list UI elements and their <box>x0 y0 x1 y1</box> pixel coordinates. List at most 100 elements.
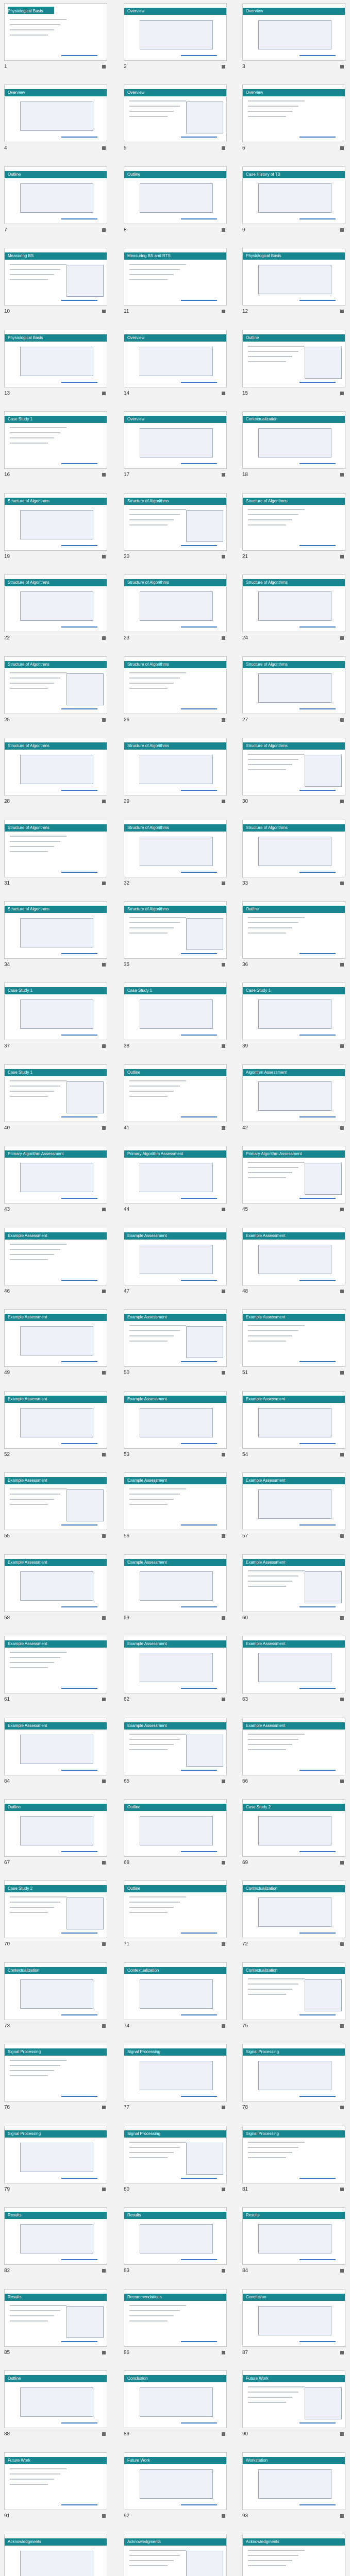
slide-thumbnail[interactable]: Results <box>4 2207 107 2265</box>
slide-thumbnail[interactable]: Structure of Algorithms <box>4 819 107 877</box>
slide-thumbnail[interactable]: Physiological Basis <box>4 3 107 61</box>
slide-thumbnail[interactable]: Workstation <box>242 2452 345 2510</box>
slide-thumbnail[interactable]: Outline <box>124 166 227 224</box>
slide-thumbnail[interactable]: Primary Algorithm Assessment <box>124 1146 227 1204</box>
slide-title: Primary Algorithm Assessment <box>127 1151 184 1157</box>
slide-thumbnail[interactable]: Structure of Algorithms <box>4 656 107 714</box>
slide-thumbnail[interactable]: Results <box>4 2289 107 2347</box>
title-bar <box>124 2048 226 2056</box>
slide-thumbnail[interactable]: Case History of TB <box>242 166 345 224</box>
slide-thumbnail[interactable]: Overview <box>242 84 345 143</box>
slide-thumbnail[interactable]: Example Assessment <box>242 1227 345 1285</box>
slide-thumbnail[interactable]: Overview <box>124 411 227 469</box>
slide-thumbnail[interactable]: Example Assessment <box>242 1472 345 1531</box>
slide-thumbnail[interactable]: Case Study 2 <box>4 1880 107 1939</box>
slide-thumbnail[interactable]: Overview <box>242 3 345 61</box>
slide-thumbnail[interactable]: Contextualization <box>242 411 345 469</box>
slide-thumbnail[interactable]: Signal Processing <box>124 2044 227 2102</box>
slide-thumbnail[interactable]: Example Assessment <box>124 1227 227 1285</box>
slide-thumbnail[interactable]: Contextualization <box>242 1880 345 1939</box>
slide-thumbnail[interactable]: Case Study 1 <box>4 1064 107 1122</box>
slide-thumbnail[interactable]: Physiological Basis <box>242 248 345 306</box>
slide-thumbnail[interactable]: Conclusion <box>124 2370 227 2429</box>
slide-thumbnail[interactable]: Results <box>124 2207 227 2265</box>
slide-thumbnail[interactable]: Outline <box>124 1799 227 1857</box>
slide-thumbnail[interactable]: Outline <box>242 329 345 387</box>
slide-thumbnail[interactable]: Signal Processing <box>4 2125 107 2183</box>
slide-thumbnail[interactable]: Example Assessment <box>124 1717 227 1775</box>
slide-thumbnail[interactable]: Example Assessment <box>4 1717 107 1775</box>
slide-thumbnail[interactable]: Structure of Algorithms <box>242 574 345 633</box>
slide-thumbnail[interactable]: Overview <box>124 84 227 143</box>
slide-thumbnail[interactable]: Primary Algorithm Assessment <box>4 1146 107 1204</box>
slide-thumbnail[interactable]: Case Study 1 <box>4 411 107 469</box>
slide-thumbnail[interactable]: Signal Processing <box>124 2125 227 2183</box>
slide-thumbnail[interactable]: Contextualization <box>242 1962 345 2020</box>
slide-thumbnail[interactable]: Signal Processing <box>242 2125 345 2183</box>
slide-thumbnail[interactable]: Algorithm Assessment <box>242 1064 345 1122</box>
slide-thumbnail[interactable]: Case Study 1 <box>242 982 345 1041</box>
slide-thumbnail[interactable]: Acknowledgments <box>4 2534 107 2576</box>
slide-thumbnail[interactable]: Outline <box>242 901 345 959</box>
slide-thumbnail[interactable]: Signal Processing <box>242 2044 345 2102</box>
slide-thumbnail[interactable]: Example Assessment <box>242 1391 345 1449</box>
slide-thumbnail[interactable]: Overview <box>124 3 227 61</box>
slide-thumbnail[interactable]: Outline <box>4 2370 107 2429</box>
slide-thumbnail[interactable]: Physiological Basis <box>4 329 107 387</box>
slide-thumbnail[interactable]: Case Study 1 <box>4 982 107 1041</box>
slide-thumbnail[interactable]: Example Assessment <box>4 1391 107 1449</box>
slide-thumbnail[interactable]: Example Assessment <box>4 1227 107 1285</box>
slide-thumbnail[interactable]: Primary Algorithm Assessment <box>242 1146 345 1204</box>
slide-thumbnail[interactable]: Acknowledgments <box>124 2534 227 2576</box>
slide-thumbnail[interactable]: Example Assessment <box>242 1636 345 1694</box>
slide-thumbnail[interactable]: Case Study 2 <box>242 1799 345 1857</box>
slide-thumbnail[interactable]: Structure of Algorithms <box>4 901 107 959</box>
slide-thumbnail[interactable]: Example Assessment <box>124 1554 227 1612</box>
slide-thumbnail[interactable]: Structure of Algorithms <box>124 901 227 959</box>
slide-number: 69 <box>242 1860 248 1866</box>
slide-thumbnail[interactable]: Contextualization <box>124 1962 227 2020</box>
slide-thumbnail[interactable]: Example Assessment <box>124 1391 227 1449</box>
slide-thumbnail[interactable]: Future Work <box>4 2452 107 2510</box>
slide-thumbnail[interactable]: Measuring BS and RTS <box>124 248 227 306</box>
slide-thumbnail[interactable]: Outline <box>124 1064 227 1122</box>
slide-thumbnail[interactable]: Future Work <box>242 2370 345 2429</box>
slide-thumbnail[interactable]: Contextualization <box>4 1962 107 2020</box>
slide-thumbnail[interactable]: Example Assessment <box>4 1472 107 1531</box>
slide-thumbnail[interactable]: Outline <box>4 1799 107 1857</box>
slide-thumbnail[interactable]: Structure of Algorithms <box>242 493 345 551</box>
slide-thumbnail[interactable]: Overview <box>124 329 227 387</box>
slide-thumbnail[interactable]: Structure of Algorithms <box>4 574 107 633</box>
slide-thumbnail[interactable]: Example Assessment <box>4 1636 107 1694</box>
slide-thumbnail[interactable]: Structure of Algorithms <box>124 574 227 633</box>
slide-thumbnail[interactable]: Measuring BS <box>4 248 107 306</box>
slide-thumbnail[interactable]: Case Study 1 <box>124 982 227 1041</box>
slide-thumbnail[interactable]: Structure of Algorithms <box>4 493 107 551</box>
slide-thumbnail[interactable]: Structure of Algorithms <box>124 738 227 796</box>
slide-thumbnail[interactable]: Structure of Algorithms <box>4 738 107 796</box>
slide-thumbnail[interactable]: Example Assessment <box>242 1717 345 1775</box>
slide-thumbnail[interactable]: Signal Processing <box>4 2044 107 2102</box>
slide-thumbnail[interactable]: Overview <box>4 84 107 143</box>
slide-thumbnail[interactable]: Example Assessment <box>124 1472 227 1531</box>
slide-thumbnail[interactable]: Structure of Algorithms <box>124 656 227 714</box>
slide-thumbnail[interactable]: Example Assessment <box>4 1554 107 1612</box>
slide-number: 89 <box>124 2431 130 2437</box>
slide-thumbnail[interactable]: Structure of Algorithms <box>124 819 227 877</box>
slide-thumbnail[interactable]: Results <box>242 2207 345 2265</box>
slide-thumbnail[interactable]: Conclusion <box>242 2289 345 2347</box>
slide-thumbnail[interactable]: Recommendations <box>124 2289 227 2347</box>
slide-thumbnail[interactable]: Outline <box>124 1880 227 1939</box>
slide-thumbnail[interactable]: Example Assessment <box>242 1554 345 1612</box>
slide-thumbnail[interactable]: Example Assessment <box>124 1636 227 1694</box>
slide-thumbnail[interactable]: Structure of Algorithms <box>242 656 345 714</box>
slide-thumbnail[interactable]: Structure of Algorithms <box>242 819 345 877</box>
slide-thumbnail[interactable]: Acknowledgments <box>242 2534 345 2576</box>
slide-thumbnail[interactable]: Structure of Algorithms <box>124 493 227 551</box>
slide-thumbnail[interactable]: Example Assessment <box>242 1309 345 1367</box>
slide-thumbnail[interactable]: Structure of Algorithms <box>242 738 345 796</box>
slide-thumbnail[interactable]: Example Assessment <box>124 1309 227 1367</box>
slide-thumbnail[interactable]: Outline <box>4 166 107 224</box>
slide-thumbnail[interactable]: Future Work <box>124 2452 227 2510</box>
slide-thumbnail[interactable]: Example Assessment <box>4 1309 107 1367</box>
